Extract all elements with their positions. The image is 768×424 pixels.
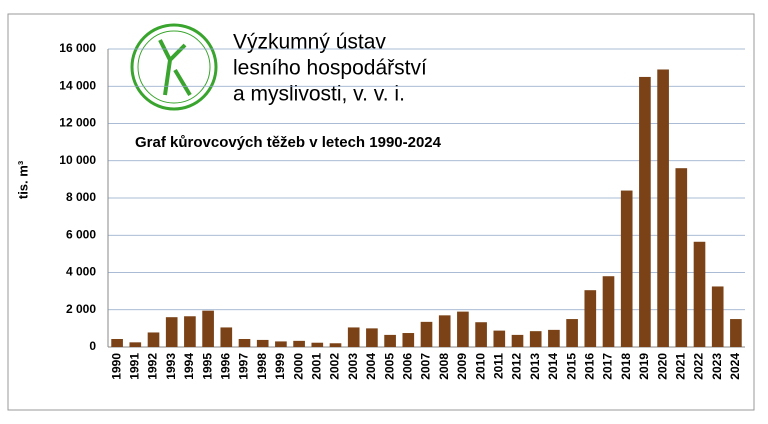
y-tick-label: 14 000 xyxy=(59,78,96,92)
bar xyxy=(129,342,142,347)
x-tick-label: 1994 xyxy=(182,353,196,380)
x-tick-label: 2008 xyxy=(437,353,451,380)
y-tick-label: 10 000 xyxy=(59,153,96,167)
x-tick-label: 2004 xyxy=(364,353,378,380)
bar xyxy=(311,342,324,347)
y-tick-label: 12 000 xyxy=(59,116,96,130)
bar xyxy=(529,331,542,347)
x-tick-label: 1997 xyxy=(237,353,251,380)
header-line: a myslivosti, v. v. i. xyxy=(233,83,405,106)
chart-title: Graf kůrovcových těžeb v letech 1990-202… xyxy=(135,134,442,151)
bar xyxy=(347,327,360,347)
bar xyxy=(366,328,378,347)
y-tick-label: 6 000 xyxy=(66,227,96,241)
bar xyxy=(639,76,651,347)
x-tick-label: 2012 xyxy=(510,353,524,380)
logo xyxy=(130,23,218,111)
bar xyxy=(511,334,524,347)
x-tick-label: 2006 xyxy=(400,353,414,380)
x-tick-label: 2023 xyxy=(710,353,724,380)
x-tick-label: 1996 xyxy=(218,353,232,380)
bar xyxy=(256,339,269,347)
bar xyxy=(566,319,578,347)
bar xyxy=(329,343,342,347)
x-tick-label: 1993 xyxy=(164,353,178,380)
bar xyxy=(238,338,251,347)
x-tick-label: 2016 xyxy=(582,353,596,380)
bar xyxy=(202,310,214,347)
bar xyxy=(384,334,396,347)
x-tick-label: 1999 xyxy=(273,353,287,380)
x-tick-label: 2005 xyxy=(382,353,396,380)
x-tick-label: 2022 xyxy=(692,353,706,380)
bar xyxy=(657,69,669,348)
header-line: Výzkumný ústav xyxy=(233,31,386,54)
x-tick-label: 2007 xyxy=(419,353,433,380)
x-tick-label: 1992 xyxy=(146,353,160,380)
x-tick-label: 2020 xyxy=(655,353,669,380)
x-tick-label: 2019 xyxy=(637,353,651,380)
bar xyxy=(493,330,506,347)
y-axis-label: tis. m³ xyxy=(15,160,30,199)
bar xyxy=(711,286,724,347)
bar xyxy=(675,168,688,347)
x-tick-label: 2000 xyxy=(291,353,305,380)
bar xyxy=(275,341,287,347)
x-tick-label: 2010 xyxy=(473,353,487,380)
x-tick-label: 1990 xyxy=(109,353,123,380)
x-tick-label: 1995 xyxy=(200,353,214,380)
bar xyxy=(293,340,305,347)
bar xyxy=(548,329,560,347)
x-tick-label: 2015 xyxy=(564,353,578,380)
bar xyxy=(147,332,160,347)
bar xyxy=(475,322,487,347)
y-tick-label: 2 000 xyxy=(66,302,96,316)
y-tick-label: 0 xyxy=(89,339,96,353)
x-tick-label: 2009 xyxy=(455,353,469,380)
x-tick-label: 1991 xyxy=(127,353,141,380)
bar xyxy=(220,327,233,347)
bar xyxy=(693,241,706,347)
x-tick-label: 2013 xyxy=(528,353,542,380)
bar xyxy=(165,317,178,347)
bar xyxy=(584,290,597,347)
x-tick-label: 2021 xyxy=(673,353,687,380)
x-tick-label: 2002 xyxy=(328,353,342,380)
y-tick-label: 4 000 xyxy=(66,265,96,279)
bar xyxy=(111,338,123,347)
x-tick-label: 2014 xyxy=(546,353,560,380)
bar xyxy=(602,276,615,347)
x-tick-label: 2024 xyxy=(728,353,742,380)
y-tick-label: 8 000 xyxy=(66,190,96,204)
x-tick-label: 2001 xyxy=(309,353,323,380)
header-line: lesního hospodářství xyxy=(233,57,427,80)
x-tick-label: 2003 xyxy=(346,353,360,380)
bar xyxy=(184,316,196,347)
bar xyxy=(457,311,469,347)
x-tick-label: 2011 xyxy=(491,353,505,379)
bar xyxy=(402,333,415,347)
x-tick-label: 2018 xyxy=(619,353,633,380)
bar xyxy=(420,321,433,347)
x-tick-label: 1998 xyxy=(255,353,269,380)
x-tick-label: 2017 xyxy=(601,353,615,380)
bar xyxy=(620,190,633,347)
y-tick-label: 16 000 xyxy=(59,41,96,55)
bar xyxy=(438,315,451,347)
bar xyxy=(730,319,742,347)
